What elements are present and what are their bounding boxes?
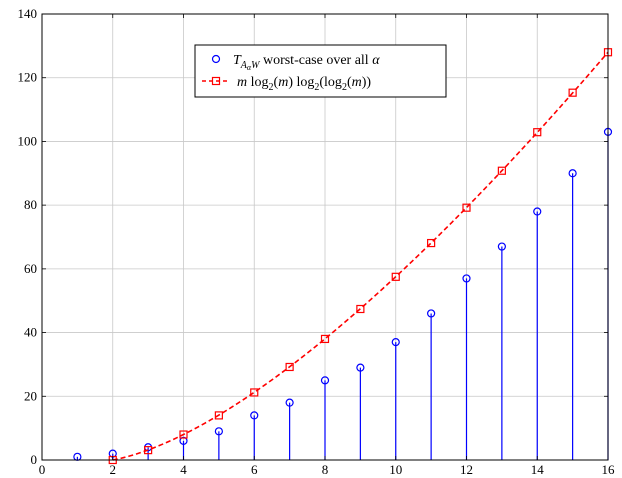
legend-entry-mlog-formula: m log2(m) log2(log2(m)): [202, 75, 371, 93]
y-tick-label: 140: [18, 6, 38, 21]
y-tick-label: 120: [18, 70, 38, 85]
stem-point: [179, 436, 188, 445]
stem-point: [391, 338, 400, 347]
legend-entry-worst-case: TAαW worst-case over all α: [211, 53, 380, 72]
square-point: [144, 446, 153, 455]
square-point: [462, 203, 471, 212]
x-tick-label: 0: [39, 462, 46, 477]
legend: TAαW worst-case over all α m log2(m) log…: [194, 44, 447, 98]
legend-label-worst-case: TAαW worst-case over all α: [233, 53, 380, 72]
series-worst-case: [73, 127, 613, 461]
x-tick-label: 2: [110, 462, 117, 477]
x-tick-label: 6: [251, 462, 258, 477]
square-point: [179, 430, 188, 439]
x-tick-label: 16: [602, 462, 616, 477]
x-tick-label: 4: [180, 462, 187, 477]
square-point: [427, 238, 436, 248]
axis-ticks: 0 2 4 6 8 10 12 14 16 0 20 40 60 80 100 120 140: [18, 6, 616, 477]
stem-point: [320, 376, 330, 385]
legend-box: [194, 44, 447, 98]
stem-point: [462, 274, 471, 283]
y-tick-label: 0: [31, 452, 38, 467]
y-tick-label: 60: [24, 261, 37, 276]
stem-point: [497, 242, 506, 251]
stem-point: [427, 309, 436, 318]
square-point: [320, 334, 330, 344]
square-point: [497, 166, 506, 175]
square-point: [356, 304, 365, 314]
legend-marker-circle: [211, 54, 221, 64]
square-point: [285, 362, 294, 372]
stem-point: [568, 169, 577, 178]
legend-marker-square: [211, 76, 221, 86]
square-point: [250, 388, 259, 397]
y-tick-label: 40: [24, 325, 37, 340]
x-tick-label: 10: [389, 462, 402, 477]
series-line: [112, 51, 609, 461]
x-tick-label: 14: [531, 462, 545, 477]
x-tick-label: 8: [322, 462, 329, 477]
y-tick-label: 80: [24, 197, 37, 212]
stem-point: [285, 398, 294, 407]
y-tick-label: 100: [18, 133, 38, 148]
square-point: [533, 128, 542, 137]
square-point: [568, 88, 577, 97]
legend-label-mlog-formula: m log2(m) log2(log2(m)): [237, 75, 371, 93]
x-tick-label: 12: [460, 462, 473, 477]
stem-point: [356, 363, 365, 372]
stem-point: [533, 207, 542, 216]
stem-point: [250, 411, 259, 420]
square-point: [391, 272, 400, 281]
y-tick-label: 20: [24, 388, 37, 403]
square-point: [214, 411, 223, 420]
stem-point: [214, 427, 223, 436]
